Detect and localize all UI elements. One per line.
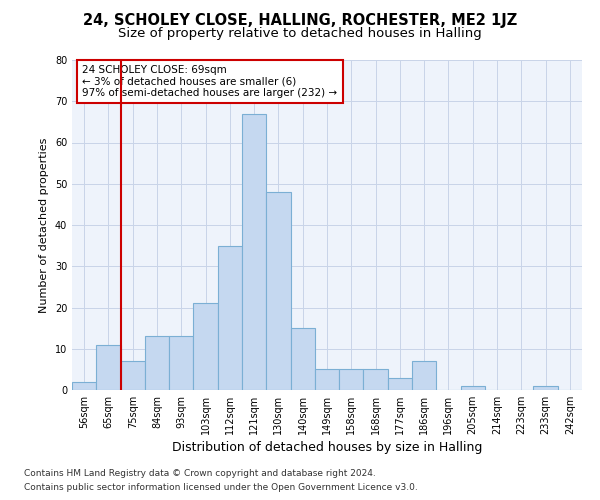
X-axis label: Distribution of detached houses by size in Halling: Distribution of detached houses by size …: [172, 441, 482, 454]
Bar: [315, 370, 339, 390]
Text: Size of property relative to detached houses in Halling: Size of property relative to detached ho…: [118, 28, 482, 40]
Bar: [290, 328, 315, 390]
Bar: [145, 336, 169, 390]
Bar: [339, 370, 364, 390]
Bar: [72, 382, 96, 390]
Bar: [412, 361, 436, 390]
Bar: [96, 344, 121, 390]
Bar: [266, 192, 290, 390]
Bar: [218, 246, 242, 390]
Bar: [242, 114, 266, 390]
Text: 24 SCHOLEY CLOSE: 69sqm
← 3% of detached houses are smaller (6)
97% of semi-deta: 24 SCHOLEY CLOSE: 69sqm ← 3% of detached…: [82, 65, 337, 98]
Text: Contains HM Land Registry data © Crown copyright and database right 2024.: Contains HM Land Registry data © Crown c…: [24, 468, 376, 477]
Text: 24, SCHOLEY CLOSE, HALLING, ROCHESTER, ME2 1JZ: 24, SCHOLEY CLOSE, HALLING, ROCHESTER, M…: [83, 12, 517, 28]
Bar: [533, 386, 558, 390]
Bar: [364, 370, 388, 390]
Bar: [193, 304, 218, 390]
Bar: [461, 386, 485, 390]
Bar: [388, 378, 412, 390]
Bar: [169, 336, 193, 390]
Bar: [121, 361, 145, 390]
Text: Contains public sector information licensed under the Open Government Licence v3: Contains public sector information licen…: [24, 484, 418, 492]
Y-axis label: Number of detached properties: Number of detached properties: [39, 138, 49, 312]
